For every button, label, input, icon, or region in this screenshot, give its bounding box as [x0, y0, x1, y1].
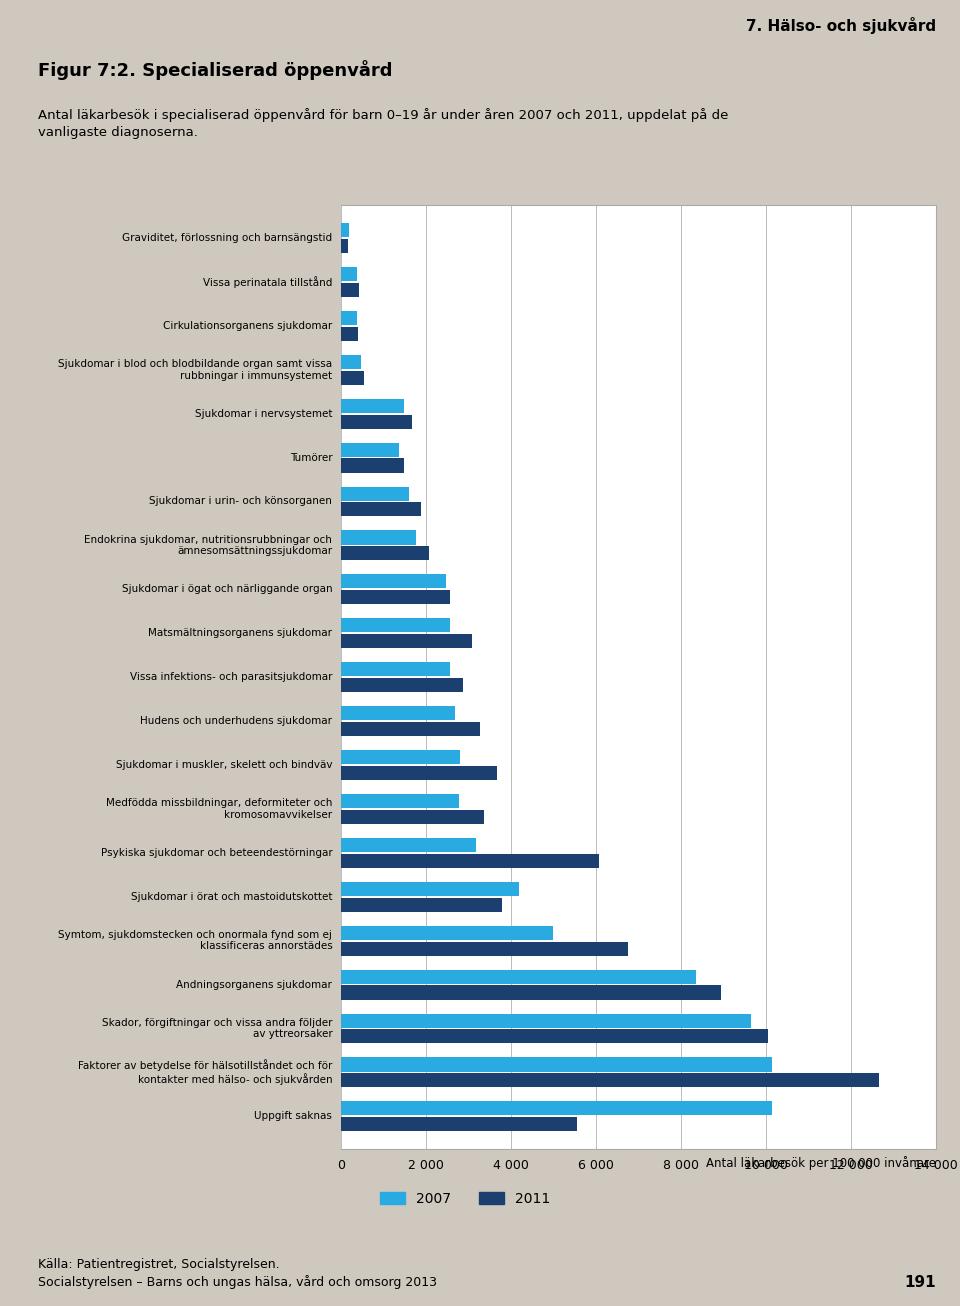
Bar: [341, 942, 628, 956]
Text: Sjukdomar i muskler, skelett och bindväv: Sjukdomar i muskler, skelett och bindväv: [116, 760, 332, 771]
Text: Faktorer av betydelse för hälsotillståndet och för
kontakter med hälso- och sjuk: Faktorer av betydelse för hälsotillstånd…: [78, 1059, 332, 1085]
Bar: [341, 810, 485, 824]
Text: 191: 191: [904, 1275, 936, 1290]
Bar: [341, 618, 450, 632]
Bar: [341, 223, 349, 238]
Bar: [341, 986, 721, 999]
Bar: [341, 575, 446, 589]
Bar: [341, 1074, 878, 1088]
Text: Sjukdomar i örat och mastoidutskottet: Sjukdomar i örat och mastoidutskottet: [131, 892, 332, 901]
Bar: [341, 398, 404, 413]
Bar: [341, 765, 497, 780]
Text: Uppgift saknas: Uppgift saknas: [254, 1111, 332, 1122]
Text: Symtom, sjukdomstecken och onormala fynd som ej
klassificeras annorstädes: Symtom, sjukdomstecken och onormala fynd…: [59, 930, 332, 952]
Bar: [341, 1117, 577, 1131]
Text: Graviditet, förlossning och barnsängstid: Graviditet, förlossning och barnsängstid: [122, 232, 332, 243]
Bar: [341, 794, 459, 808]
Bar: [341, 635, 471, 648]
Bar: [341, 662, 450, 677]
Bar: [341, 1058, 772, 1071]
Bar: [341, 882, 518, 896]
Text: Andningsorganens sjukdomar: Andningsorganens sjukdomar: [177, 980, 332, 990]
Bar: [341, 414, 412, 428]
Legend: 2007, 2011: 2007, 2011: [377, 1188, 553, 1208]
Bar: [341, 311, 357, 325]
Text: Vissa infektions- och parasitsjukdomar: Vissa infektions- och parasitsjukdomar: [130, 673, 332, 682]
Text: Sjukdomar i ögat och närliggande organ: Sjukdomar i ögat och närliggande organ: [122, 584, 332, 594]
Text: Skador, förgiftningar och vissa andra följder
av yttreorsaker: Skador, förgiftningar och vissa andra fö…: [102, 1017, 332, 1040]
Bar: [341, 1101, 772, 1115]
Bar: [341, 854, 599, 867]
Bar: [341, 239, 348, 253]
Text: Antal läkarbesök per 100 000 invånare: Antal läkarbesök per 100 000 invånare: [706, 1156, 936, 1170]
Text: Tumörer: Tumörer: [290, 453, 332, 462]
Text: Socialstyrelsen – Barns och ungas hälsa, vård och omsorg 2013: Socialstyrelsen – Barns och ungas hälsa,…: [38, 1276, 438, 1289]
Bar: [341, 458, 404, 473]
Bar: [341, 283, 359, 296]
Text: Figur 7:2. Specialiserad öppenvård: Figur 7:2. Specialiserad öppenvård: [38, 60, 393, 81]
Bar: [341, 266, 357, 281]
Bar: [341, 1029, 768, 1043]
Bar: [341, 838, 476, 852]
Bar: [341, 750, 460, 764]
Bar: [341, 707, 455, 720]
Text: Matsmältningsorganens sjukdomar: Matsmältningsorganens sjukdomar: [148, 628, 332, 639]
Text: Endokrina sjukdomar, nutritionsrubbningar och
ämnesomsättningssjukdomar: Endokrina sjukdomar, nutritionsrubbninga…: [84, 534, 332, 556]
Bar: [341, 530, 417, 545]
Bar: [341, 1013, 751, 1028]
Bar: [341, 443, 399, 457]
Bar: [341, 926, 553, 940]
Bar: [341, 371, 364, 385]
Text: Psykiska sjukdomar och beteendestörningar: Psykiska sjukdomar och beteendestörninga…: [101, 848, 332, 858]
Text: Sjukdomar i nervsystemet: Sjukdomar i nervsystemet: [195, 409, 332, 419]
Text: Sjukdomar i blod och blodbildande organ samt vissa
rubbningar i immunsystemet: Sjukdomar i blod och blodbildande organ …: [59, 359, 332, 380]
Bar: [341, 355, 361, 368]
Bar: [341, 678, 464, 692]
Text: Hudens och underhudens sjukdomar: Hudens och underhudens sjukdomar: [140, 716, 332, 726]
Bar: [341, 487, 409, 500]
Text: 7. Hälso- och sjukvård: 7. Hälso- och sjukvård: [746, 17, 936, 34]
Bar: [341, 590, 450, 605]
Text: Medfödda missbildningar, deformiteter och
kromosomavvikelser: Medfödda missbildningar, deformiteter oc…: [106, 798, 332, 820]
Text: Cirkulationsorganens sjukdomar: Cirkulationsorganens sjukdomar: [163, 321, 332, 330]
Bar: [341, 969, 696, 983]
Text: Källa: Patientregistret, Socialstyrelsen.: Källa: Patientregistret, Socialstyrelsen…: [38, 1259, 280, 1271]
Text: Antal läkarbesök i specialiserad öppenvård för barn 0–19 år under åren 2007 och : Antal läkarbesök i specialiserad öppenvå…: [38, 108, 729, 140]
Text: Sjukdomar i urin- och könsorganen: Sjukdomar i urin- och könsorganen: [150, 496, 332, 507]
Bar: [341, 722, 480, 737]
Bar: [341, 546, 429, 560]
Bar: [341, 326, 358, 341]
Bar: [341, 897, 501, 912]
Bar: [341, 503, 420, 516]
Text: Vissa perinatala tillstånd: Vissa perinatala tillstånd: [203, 276, 332, 287]
